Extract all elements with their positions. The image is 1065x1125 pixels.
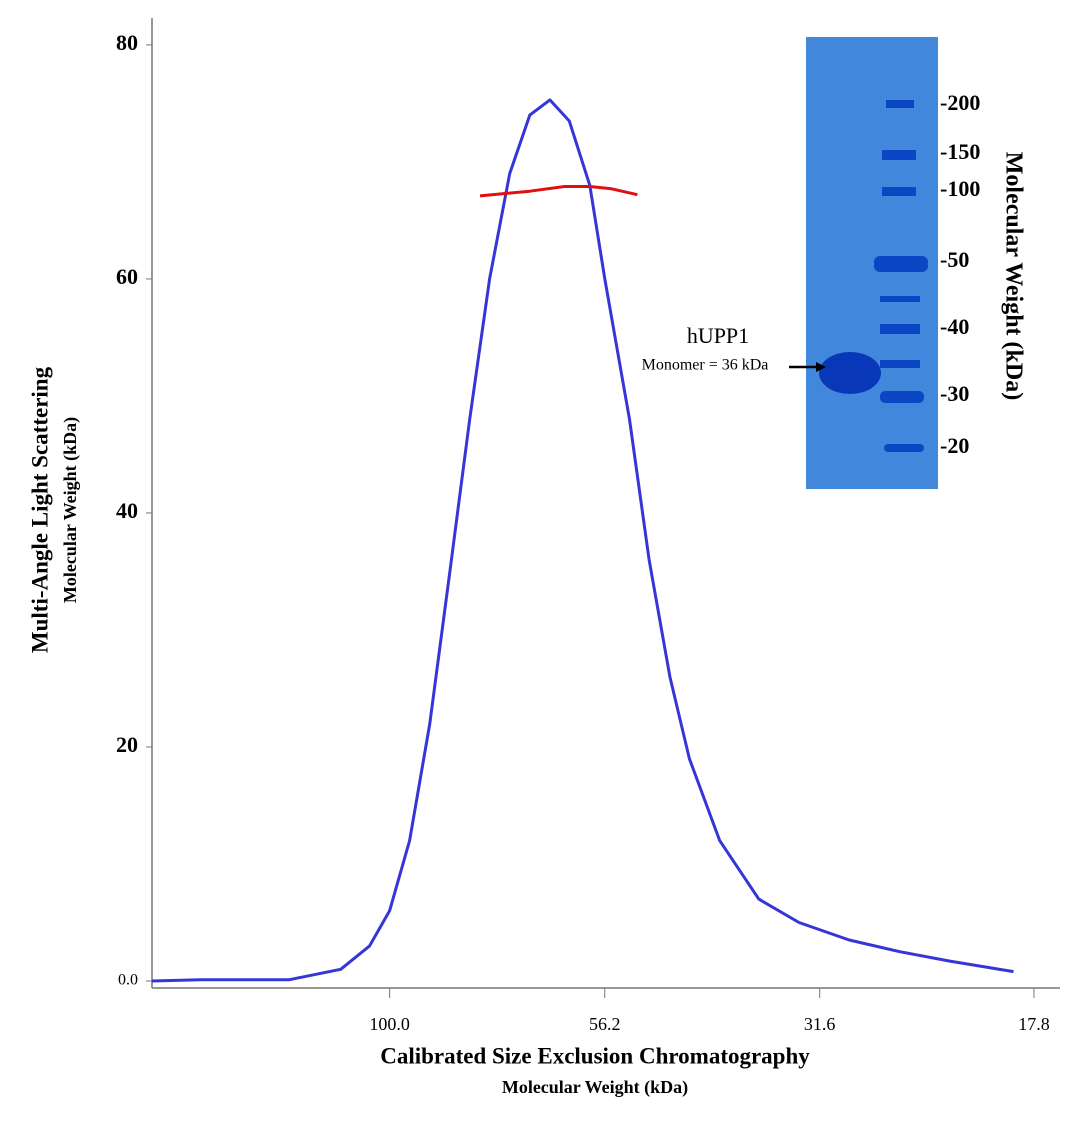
band (880, 360, 920, 368)
x-axis-subtitle: Molecular Weight (kDa) (502, 1077, 688, 1098)
band (874, 256, 928, 272)
marker-label: -20 (940, 433, 969, 458)
marker-label: -40 (940, 314, 969, 339)
band (886, 100, 914, 108)
band (880, 391, 924, 403)
band (882, 150, 916, 160)
band-label: hUPP1 (687, 323, 749, 348)
ladder (874, 100, 928, 452)
gel-inset: -200 -150 -100 -50 -40 -30 -20 Molecular… (642, 37, 1027, 489)
band-note: Monomer = 36 kDa (642, 357, 769, 374)
band (884, 444, 924, 452)
marker-label: -50 (940, 247, 969, 272)
marker-label: -200 (940, 90, 980, 115)
y-axis-subtitle: Molecular Weight (kDa) (60, 417, 81, 603)
sample-band (819, 352, 881, 394)
y-tick-label: 60 (116, 264, 138, 289)
y-tick-label: 40 (116, 498, 138, 523)
x-tick-label: 56.2 (589, 1014, 621, 1034)
y-axis-title: Multi-Angle Light Scattering (27, 366, 52, 653)
inset-title: Molecular Weight (kDa) (1000, 152, 1026, 400)
series-line (151, 98, 1014, 983)
x-axis-title: Calibrated Size Exclusion Chromatography (380, 1043, 810, 1068)
y-tick-label: 0.0 (118, 972, 138, 989)
x-tick-label: 100.0 (369, 1014, 410, 1034)
series-line (479, 185, 638, 198)
marker-label: -100 (940, 176, 980, 201)
y-tick-label: 20 (116, 732, 138, 757)
marker-label: -150 (940, 139, 980, 164)
band (880, 296, 920, 302)
x-tick-label: 17.8 (1018, 1014, 1050, 1034)
x-tick-label: 31.6 (804, 1014, 836, 1034)
y-tick-label: 80 (116, 30, 138, 55)
marker-label: -30 (940, 381, 969, 406)
band (882, 187, 916, 196)
band (880, 324, 920, 334)
arrow-head (816, 362, 826, 372)
